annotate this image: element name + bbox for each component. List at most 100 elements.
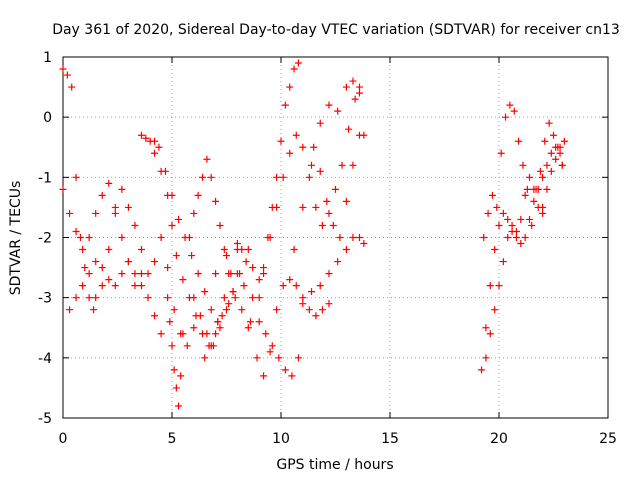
data-point [493,203,501,211]
data-point [491,246,499,254]
data-point [118,185,126,193]
x-tick-label: 5 [168,431,177,447]
data-point [68,83,76,91]
data-point [286,149,294,157]
data-point [137,270,145,278]
data-point [482,324,490,332]
data-point [281,366,289,374]
data-point [157,167,165,175]
data-point [255,318,263,326]
data-point [137,246,145,254]
data-point [142,134,150,142]
tick-layer [62,56,609,419]
data-point [183,342,191,350]
data-point [266,234,274,241]
data-point [325,270,333,278]
x-tick-labels: 0 5 10 15 20 25 [59,431,617,447]
data-point [179,330,187,338]
data-point [164,294,172,302]
data-point [325,209,333,217]
data-point [338,161,346,169]
data-point [355,234,363,241]
data-point [334,258,342,266]
data-point [253,354,261,362]
data-point [151,137,159,145]
data-point [175,402,183,410]
data-point [223,306,230,314]
data-point [277,137,285,145]
data-point [545,119,553,127]
data-point [131,221,139,229]
data-point [316,167,324,175]
data-point [199,173,207,181]
data-point [179,276,187,284]
series-s20 [528,119,566,229]
data-point [523,185,531,193]
data-point [216,221,224,229]
data-point [240,282,248,290]
data-point [85,234,93,241]
data-point [292,131,300,139]
data-point [231,294,239,302]
data-point [105,276,113,284]
data-point [137,282,145,290]
data-point [105,246,113,254]
data-point [318,221,326,229]
data-point [526,173,534,181]
data-point [203,330,211,338]
y-axis-label: SDTVAR / TECUs [8,181,24,296]
data-point [220,294,228,302]
data-point [308,288,316,296]
data-point [360,240,368,248]
data-point [188,252,196,260]
data-point [59,65,67,73]
data-point [194,191,202,199]
data-point [177,372,185,380]
data-point [336,234,344,241]
data-point [539,209,547,217]
data-point [312,203,320,211]
data-point [137,131,145,139]
data-point [532,185,540,193]
data-point [543,185,551,193]
data-point [539,203,547,211]
data-point [194,270,202,278]
data-point [190,209,198,217]
data-point [262,330,270,338]
data-point [547,167,555,175]
data-point [325,300,333,308]
data-point [345,125,353,133]
data-point [480,234,488,241]
data-point [491,306,499,314]
data-point [512,227,520,235]
data-point [238,306,246,314]
data-point [170,306,178,314]
data-point [550,131,557,139]
series-s13 [260,83,363,272]
data-point [521,191,529,199]
data-point [90,306,98,314]
data-point [212,330,220,338]
data-point [268,342,276,350]
data-points-layer [59,59,568,410]
data-point [79,246,87,254]
data-point [273,203,281,211]
data-point [342,83,350,91]
series-s12 [255,59,302,302]
data-point [510,107,518,115]
data-point [242,258,250,266]
data-point [521,234,529,241]
data-point [124,258,132,266]
data-point [72,173,80,181]
data-point [299,203,307,211]
data-point [286,83,294,91]
data-point [325,101,333,109]
data-point [216,324,224,332]
data-point [499,209,507,217]
data-point [279,282,287,290]
data-point [519,161,527,169]
data-point [151,149,159,157]
data-point [59,185,67,193]
data-point [170,366,178,374]
data-point [207,173,215,181]
